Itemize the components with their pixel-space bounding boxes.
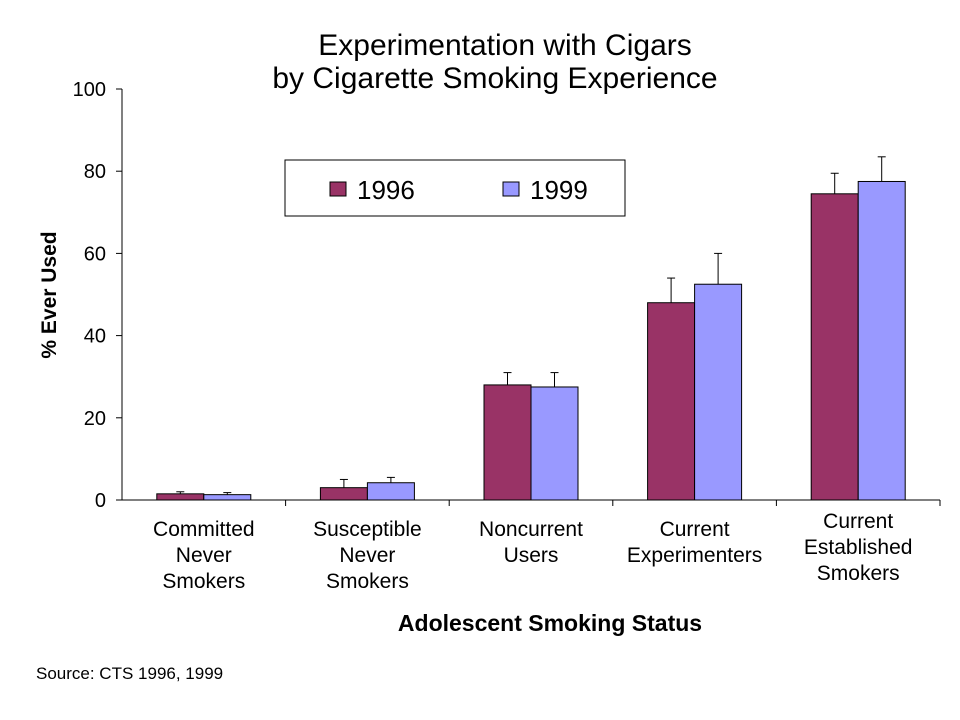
bar-1996 <box>810 193 859 501</box>
legend-label-1999: 1999 <box>530 175 588 205</box>
category-label: Current <box>660 518 730 541</box>
y-axis-label: % Ever Used <box>38 231 61 358</box>
category-label: Established <box>804 536 913 559</box>
bar-1996 <box>483 384 532 501</box>
bar-1999 <box>530 386 579 501</box>
bar-1999 <box>694 283 743 501</box>
category-label: Current <box>823 510 893 533</box>
x-axis-label: Adolescent Smoking Status <box>398 610 702 636</box>
bar-1996 <box>319 487 368 501</box>
category-label: Experimenters <box>627 544 762 567</box>
legend-swatch-1999 <box>502 181 520 197</box>
legend-swatch-1996 <box>329 181 347 197</box>
category-label: Never <box>339 544 395 567</box>
category-label: Smokers <box>817 562 900 585</box>
y-tick-label: 60 <box>84 243 106 265</box>
category-label: Susceptible <box>313 518 422 541</box>
bar-1999 <box>857 180 906 501</box>
y-tick-label: 100 <box>73 79 106 101</box>
chart-title-line-1: Experimentation with Cigars <box>318 29 692 62</box>
source-note: Source: CTS 1996, 1999 <box>36 664 224 683</box>
chart-title-line-2: by Cigarette Smoking Experience <box>272 62 717 95</box>
plot-area: 0 20 40 60 80 100 Committed Never Smokers Suscept… <box>73 79 941 593</box>
bar-1996 <box>647 302 696 501</box>
category-label: Smokers <box>162 570 245 593</box>
legend-label-1996: 1996 <box>357 175 415 205</box>
bar-1999 <box>366 482 415 501</box>
category-label: Never <box>176 544 232 567</box>
legend: 1996 1999 <box>284 159 626 217</box>
category-label: Noncurrent <box>479 518 583 541</box>
y-tick-label: 20 <box>84 408 106 430</box>
y-tick-label: 40 <box>84 326 106 348</box>
bar-1996 <box>156 493 205 501</box>
bar-1999 <box>203 494 252 501</box>
category-label: Smokers <box>326 570 409 593</box>
y-tick-label: 0 <box>95 490 106 512</box>
category-label: Committed <box>153 518 255 541</box>
y-tick-label: 80 <box>84 161 106 183</box>
category-label: Users <box>504 544 559 567</box>
